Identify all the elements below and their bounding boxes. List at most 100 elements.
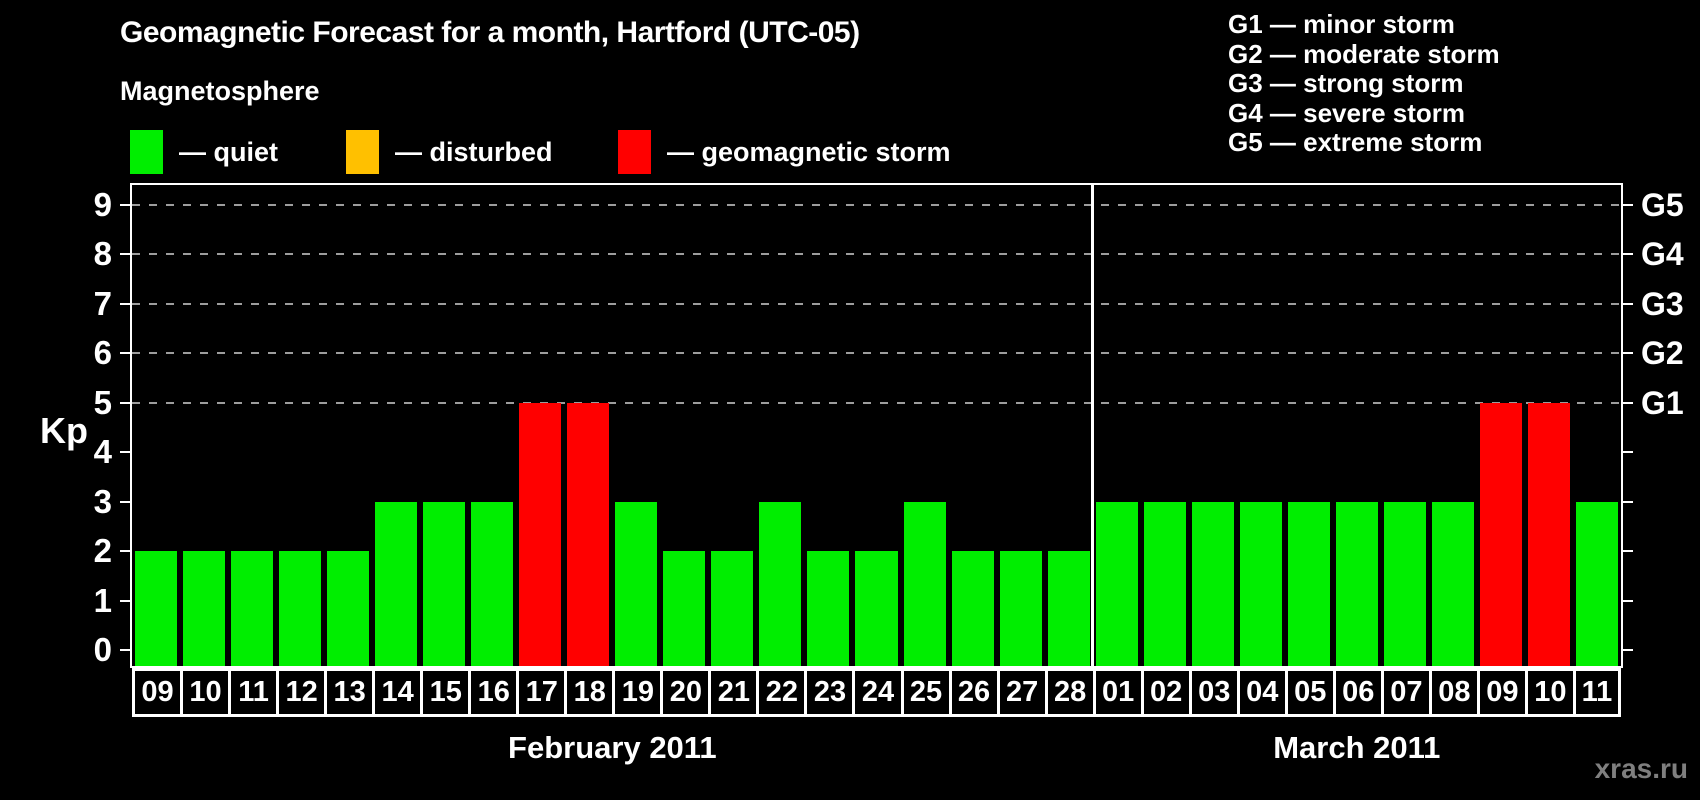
- y-tick-left-5: [120, 401, 130, 404]
- y-tick-label-4: 4: [93, 433, 112, 470]
- kp-bar-february-16: [471, 501, 514, 666]
- y-axis-title: Kp: [40, 410, 88, 451]
- kp-bar-march-09: [1479, 402, 1522, 666]
- date-cell: 24: [852, 668, 904, 717]
- kp-bar-february-26: [951, 551, 994, 666]
- date-cell: 06: [1332, 668, 1384, 717]
- y-tick-left-2: [120, 550, 130, 552]
- gridline-kp5: [132, 401, 1621, 404]
- date-cell: 21: [708, 668, 760, 717]
- y-tick-right-7: [1623, 302, 1633, 305]
- date-cell: 17: [516, 668, 568, 717]
- kp-bar-february-09: [135, 551, 178, 666]
- date-cell: 10: [1524, 668, 1576, 717]
- g1-legend-line: G1 — minor storm: [1228, 9, 1455, 39]
- date-cell: 01: [1092, 668, 1144, 717]
- kp-bar-february-13: [327, 551, 370, 666]
- legend-item-storm: — geomagnetic storm: [618, 130, 951, 174]
- kp-bar-march-07: [1383, 501, 1426, 666]
- date-cell: 18: [564, 668, 616, 717]
- legend-label-disturbed: — disturbed: [395, 136, 553, 167]
- date-cell: 08: [1428, 668, 1480, 717]
- date-cell: 27: [996, 668, 1048, 717]
- y-tick-label-6: 6: [93, 334, 112, 371]
- kp-bar-march-01: [1095, 501, 1138, 666]
- kp-bar-february-28: [1047, 551, 1090, 666]
- storm-scale-legend: G1 — minor storm G2 — moderate storm G3 …: [1228, 9, 1500, 158]
- y-tick-right-8: [1623, 253, 1633, 255]
- month-label: March 2011: [1273, 730, 1441, 765]
- y-tick-left-8: [120, 253, 130, 255]
- date-cell: 12: [276, 668, 328, 717]
- date-cell: 09: [132, 668, 184, 717]
- kp-bar-february-15: [423, 501, 466, 666]
- kp-bar-february-19: [615, 501, 658, 666]
- g3-legend-line: G3 — strong storm: [1228, 68, 1464, 99]
- date-cell: 07: [1380, 668, 1432, 717]
- y-tick-left-0: [120, 649, 130, 651]
- date-cell: 25: [900, 668, 952, 717]
- g-scale-label-g4: G4: [1641, 236, 1684, 272]
- y-tick-label-7: 7: [93, 284, 112, 322]
- y-tick-left-3: [120, 500, 130, 503]
- date-cell: 23: [804, 668, 856, 717]
- y-tick-right-3: [1623, 500, 1633, 503]
- legend-item-disturbed: — disturbed: [346, 130, 553, 174]
- date-cell: 19: [612, 668, 664, 717]
- kp-bar-february-22: [759, 501, 802, 666]
- y-tick-left-9: [120, 203, 130, 206]
- y-tick-label-5: 5: [93, 383, 112, 421]
- date-cell: 11: [1572, 668, 1621, 717]
- kp-bar-february-11: [231, 551, 274, 666]
- kp-bar-march-06: [1335, 501, 1378, 666]
- disturbed-color-swatch: [346, 130, 379, 174]
- y-tick-right-0: [1623, 649, 1633, 651]
- month-separator: [1091, 185, 1095, 666]
- kp-bar-february-14: [375, 501, 418, 666]
- y-tick-right-1: [1623, 599, 1633, 602]
- kp-bar-february-21: [711, 551, 754, 666]
- g-scale-label-g1: G1: [1641, 384, 1684, 421]
- date-cell: 26: [948, 668, 1000, 717]
- y-tick-right-6: [1623, 352, 1633, 354]
- kp-bar-february-17: [519, 402, 562, 666]
- y-tick-right-5: [1623, 401, 1633, 404]
- g-scale-label-g2: G2: [1641, 335, 1684, 371]
- legend-item-quiet: — quiet: [130, 130, 278, 174]
- kp-bar-february-12: [279, 551, 322, 666]
- y-tick-left-6: [120, 352, 130, 354]
- y-tick-label-2: 2: [93, 532, 112, 569]
- date-axis: 09 10 11 12 13 14 15 16 17 18 19 20 21 22 23 24 25 26 27 28…: [132, 668, 1621, 717]
- date-cell: 16: [468, 668, 520, 717]
- gridline-kp9: [132, 203, 1621, 206]
- date-cell: 04: [1236, 668, 1288, 717]
- y-tick-left-7: [120, 302, 130, 305]
- storm-color-swatch: [618, 130, 651, 174]
- y-tick-right-4: [1623, 451, 1633, 453]
- y-tick-left-1: [120, 599, 130, 602]
- y-tick-right-2: [1623, 550, 1633, 552]
- y-tick-label-1: 1: [93, 581, 112, 619]
- y-tick-left-4: [120, 451, 130, 453]
- kp-bar-february-24: [855, 551, 898, 666]
- plot-area: [130, 183, 1623, 668]
- date-cell: 10: [180, 668, 232, 717]
- gridline-kp6: [132, 352, 1621, 354]
- kp-bar-march-05: [1287, 501, 1330, 666]
- date-cell: 28: [1044, 668, 1096, 717]
- date-cell: 15: [420, 668, 472, 717]
- y-tick-label-9: 9: [93, 185, 112, 223]
- kp-bar-march-03: [1191, 501, 1234, 666]
- quiet-color-swatch: [130, 130, 163, 174]
- g4-legend-line: G4 — severe storm: [1228, 97, 1466, 128]
- kp-bar-february-25: [903, 501, 946, 666]
- y-tick-label-3: 3: [93, 482, 112, 520]
- watermark: xras.ru: [1594, 753, 1688, 784]
- y-tick-label-0: 0: [93, 631, 112, 668]
- kp-bar-march-04: [1239, 501, 1282, 666]
- month-label: February 2011: [508, 730, 717, 765]
- g5-legend-line: G5 — extreme storm: [1228, 127, 1483, 158]
- gridline-kp7: [132, 302, 1621, 305]
- kp-bar-february-10: [183, 551, 226, 666]
- date-cell: 05: [1284, 668, 1336, 717]
